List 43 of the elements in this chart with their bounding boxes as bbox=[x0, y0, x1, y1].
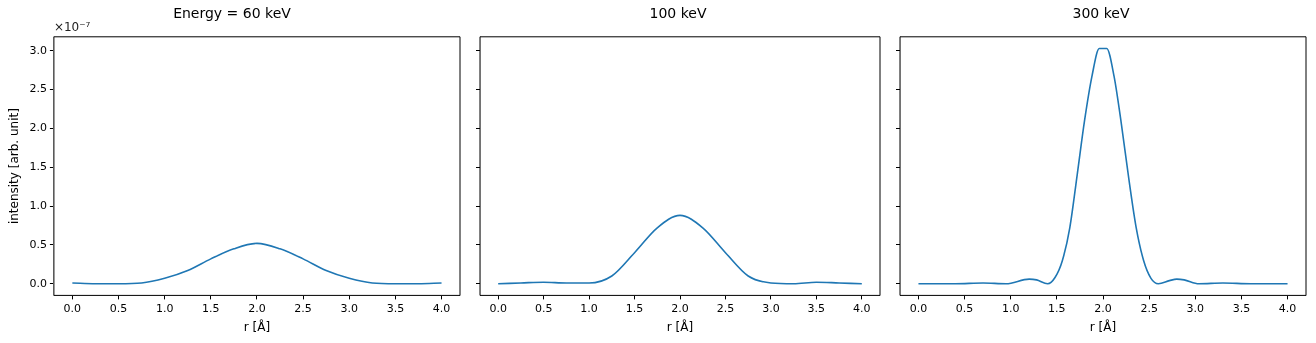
x-tick-label: 2.0 bbox=[248, 301, 266, 315]
x-tick-label: 3.5 bbox=[1232, 301, 1251, 315]
x-tick-label: 1.5 bbox=[202, 301, 220, 315]
y-tick-label: 2.0 bbox=[29, 121, 47, 135]
line-series bbox=[71, 242, 443, 285]
x-tick-label: 1.5 bbox=[1048, 301, 1066, 315]
y-axis-title: intensity [arb. unit] bbox=[7, 108, 22, 225]
x-tick-label: 3.0 bbox=[340, 301, 358, 315]
x-tick-label: 0.5 bbox=[955, 301, 974, 315]
x-tick-label: 2.0 bbox=[1094, 301, 1112, 315]
x-axis-title: r [Å] bbox=[666, 318, 694, 334]
x-tick-label: 4.0 bbox=[1278, 301, 1297, 315]
x-tick-label: 3.5 bbox=[807, 301, 826, 315]
x-tick-label: 2.5 bbox=[294, 301, 312, 315]
x-axis-title: r [Å] bbox=[243, 318, 271, 334]
x-tick-label: 1.5 bbox=[625, 301, 644, 315]
y-tick-label: 0.5 bbox=[29, 237, 47, 251]
y-tick-label: 1.5 bbox=[29, 160, 47, 174]
y-tick-label: 0.0 bbox=[29, 276, 47, 290]
x-tick-label: 1.0 bbox=[580, 301, 598, 315]
y-tick-label: 2.5 bbox=[29, 82, 47, 96]
x-tick-label: 0.5 bbox=[109, 301, 128, 315]
x-tick-label: 3.0 bbox=[762, 301, 780, 315]
y-tick-label: 3.0 bbox=[29, 43, 47, 57]
x-tick-label: 0.5 bbox=[534, 301, 553, 315]
x-tick-label: 3.0 bbox=[1186, 301, 1205, 315]
x-tick-label: 2.5 bbox=[716, 301, 735, 315]
x-tick-label: 1.0 bbox=[155, 301, 174, 315]
text: ×10⁻⁷ bbox=[53, 19, 91, 34]
x-tick-label: 0.0 bbox=[489, 301, 507, 315]
x-axis-title: r [Å] bbox=[1089, 318, 1117, 334]
chart-title: Energy = 60 keV bbox=[173, 5, 292, 22]
x-tick-label: 3.5 bbox=[386, 301, 405, 315]
x-tick-label: 4.0 bbox=[853, 301, 871, 315]
y-tick-label: 1.0 bbox=[29, 198, 47, 212]
chart-title: 300 keV bbox=[1072, 5, 1130, 22]
x-tick-label: 2.0 bbox=[671, 301, 689, 315]
x-tick-label: 0.0 bbox=[63, 301, 82, 315]
x-tick-label: 4.0 bbox=[432, 301, 451, 315]
chart-title: 100 keV bbox=[649, 5, 707, 22]
x-tick-label: 2.5 bbox=[1140, 301, 1158, 315]
x-tick-label: 1.0 bbox=[1001, 301, 1020, 315]
x-tick-label: 0.0 bbox=[909, 301, 928, 315]
